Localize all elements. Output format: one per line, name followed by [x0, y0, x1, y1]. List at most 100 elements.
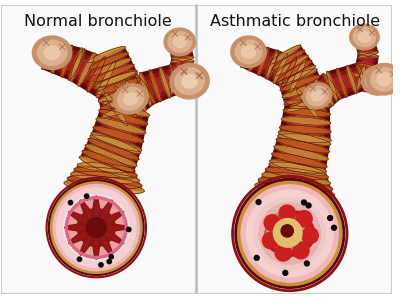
Circle shape: [268, 232, 289, 252]
Polygon shape: [65, 196, 128, 259]
Polygon shape: [98, 51, 125, 83]
Ellipse shape: [377, 69, 386, 95]
Ellipse shape: [274, 146, 328, 160]
Ellipse shape: [274, 55, 308, 76]
Ellipse shape: [172, 65, 207, 97]
Ellipse shape: [305, 83, 326, 112]
Circle shape: [98, 256, 100, 258]
Circle shape: [293, 242, 309, 259]
Polygon shape: [171, 65, 198, 97]
Ellipse shape: [258, 177, 332, 192]
Circle shape: [86, 198, 88, 200]
Circle shape: [67, 217, 69, 219]
Polygon shape: [266, 51, 305, 92]
Circle shape: [101, 256, 104, 258]
Ellipse shape: [370, 67, 379, 94]
Ellipse shape: [306, 86, 328, 106]
Polygon shape: [274, 48, 310, 84]
Polygon shape: [289, 73, 317, 107]
Polygon shape: [266, 165, 323, 194]
Ellipse shape: [377, 73, 391, 86]
Ellipse shape: [150, 70, 161, 102]
Ellipse shape: [93, 127, 144, 143]
Ellipse shape: [174, 37, 186, 48]
Circle shape: [68, 214, 70, 217]
Ellipse shape: [160, 67, 170, 98]
Circle shape: [306, 203, 311, 208]
Ellipse shape: [168, 77, 192, 82]
Circle shape: [110, 200, 112, 203]
Polygon shape: [286, 135, 316, 170]
Ellipse shape: [366, 64, 400, 95]
Circle shape: [107, 259, 112, 264]
Ellipse shape: [272, 50, 304, 70]
Circle shape: [92, 197, 94, 199]
Polygon shape: [44, 44, 80, 76]
Ellipse shape: [366, 69, 391, 91]
Ellipse shape: [115, 86, 137, 119]
Circle shape: [127, 227, 131, 232]
Ellipse shape: [270, 160, 326, 175]
Polygon shape: [284, 71, 323, 109]
Ellipse shape: [266, 50, 278, 79]
Polygon shape: [66, 165, 142, 191]
Ellipse shape: [42, 40, 52, 69]
Polygon shape: [356, 53, 376, 78]
Ellipse shape: [37, 40, 67, 65]
Circle shape: [66, 197, 127, 258]
Circle shape: [283, 270, 288, 275]
Circle shape: [95, 256, 98, 259]
Ellipse shape: [281, 117, 331, 125]
Circle shape: [259, 203, 320, 264]
Polygon shape: [268, 54, 303, 88]
Circle shape: [115, 249, 118, 251]
Polygon shape: [358, 38, 376, 57]
Ellipse shape: [68, 49, 85, 80]
Circle shape: [239, 182, 341, 285]
Polygon shape: [73, 58, 110, 87]
Circle shape: [86, 255, 88, 257]
Ellipse shape: [372, 74, 385, 86]
Ellipse shape: [356, 63, 377, 68]
Ellipse shape: [182, 75, 197, 88]
Circle shape: [275, 245, 292, 261]
Polygon shape: [279, 70, 328, 111]
Circle shape: [278, 209, 298, 230]
Text: Normal bronchiole: Normal bronchiole: [24, 15, 172, 29]
Ellipse shape: [78, 53, 95, 86]
Circle shape: [104, 255, 107, 257]
Ellipse shape: [290, 59, 306, 93]
Circle shape: [89, 197, 91, 200]
Circle shape: [122, 238, 125, 241]
Circle shape: [75, 249, 78, 251]
Ellipse shape: [284, 89, 326, 105]
Ellipse shape: [94, 72, 138, 87]
Polygon shape: [87, 136, 134, 175]
Polygon shape: [80, 134, 140, 178]
Circle shape: [276, 237, 297, 257]
Polygon shape: [360, 54, 373, 77]
Polygon shape: [257, 164, 333, 195]
Circle shape: [293, 229, 313, 249]
Ellipse shape: [91, 132, 141, 154]
Ellipse shape: [303, 83, 332, 109]
Circle shape: [78, 202, 80, 205]
Circle shape: [69, 241, 72, 244]
Circle shape: [69, 211, 72, 214]
Ellipse shape: [77, 163, 135, 173]
Ellipse shape: [269, 162, 326, 173]
Circle shape: [65, 226, 68, 229]
Circle shape: [77, 257, 82, 261]
Circle shape: [71, 209, 73, 211]
Ellipse shape: [242, 45, 256, 58]
Ellipse shape: [87, 47, 125, 63]
Ellipse shape: [337, 69, 347, 97]
Circle shape: [83, 254, 85, 256]
Polygon shape: [271, 132, 329, 174]
Ellipse shape: [102, 101, 150, 116]
Ellipse shape: [82, 150, 135, 173]
Circle shape: [51, 182, 142, 273]
Ellipse shape: [286, 96, 329, 112]
Ellipse shape: [95, 70, 137, 88]
Circle shape: [279, 205, 295, 221]
